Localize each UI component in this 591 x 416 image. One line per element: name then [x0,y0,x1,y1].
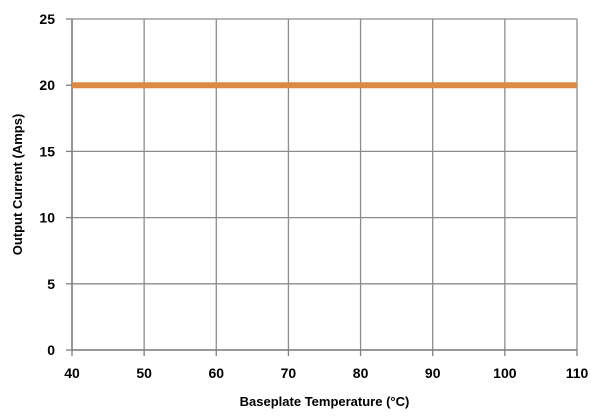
x-tick-label: 40 [64,365,80,381]
y-axis-title: Output Current (Amps) [10,114,25,256]
x-tick-label: 90 [425,365,441,381]
x-tick-label: 110 [566,365,589,381]
tick-label-layer: 40 50 60 70 80 90 100 110 0 5 10 15 20 25 [39,11,588,381]
x-axis-title: Baseplate Temperature (°C) [240,394,410,409]
y-tick-label: 10 [39,210,55,226]
y-tick-label: 5 [47,276,55,292]
y-tick-label: 15 [39,143,55,159]
y-tick-label: 20 [39,77,55,93]
x-tick-label: 60 [208,365,224,381]
x-tick-label: 50 [136,365,152,381]
x-tick-label: 70 [281,365,297,381]
x-tick-label: 80 [353,365,369,381]
x-tick-label: 100 [493,365,517,381]
axis-layer [66,18,578,356]
grid-layer [71,18,578,351]
y-tick-label: 25 [39,11,55,27]
y-tick-label: 0 [47,342,55,358]
